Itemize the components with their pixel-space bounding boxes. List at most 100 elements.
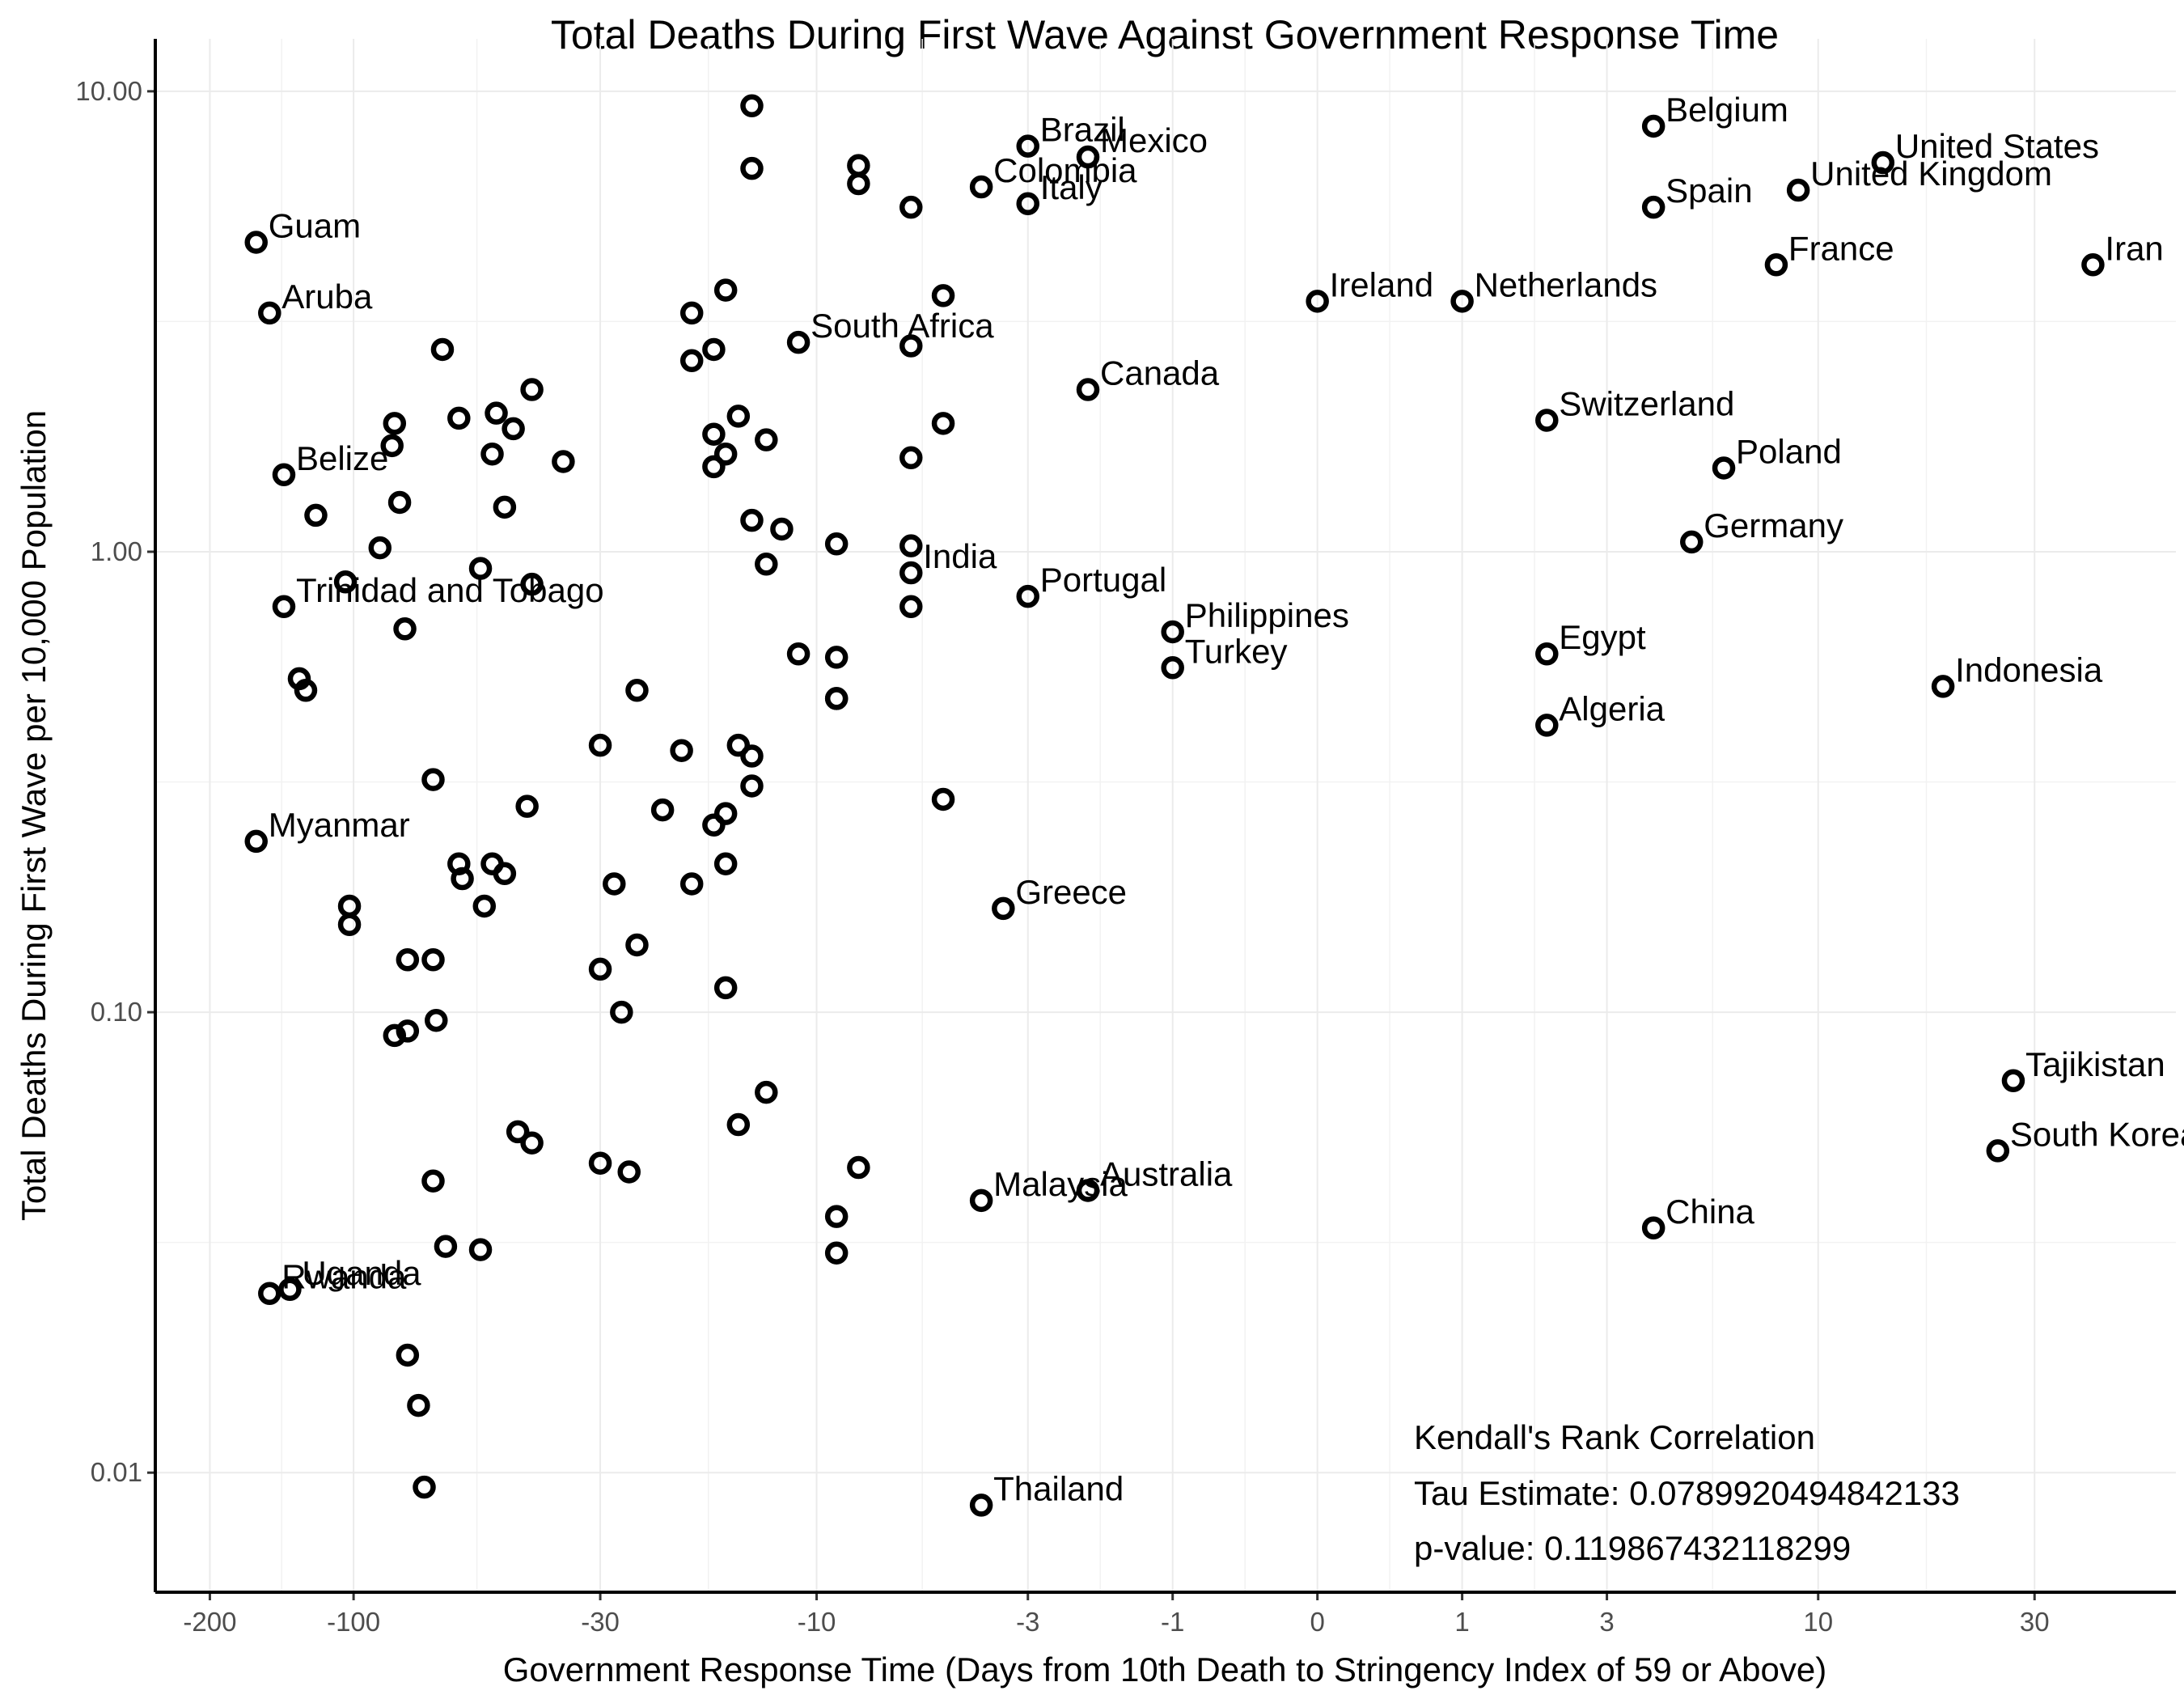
data-point <box>713 976 738 1000</box>
point-label: Guam <box>269 206 361 244</box>
data-point-netherlands <box>1450 290 1474 313</box>
point-label: Egypt <box>1559 618 1646 656</box>
data-point-india <box>899 561 923 585</box>
data-point <box>740 744 764 768</box>
data-point <box>502 417 525 441</box>
data-point <box>824 687 849 710</box>
point-label: Trinidad and Tobago <box>296 571 604 609</box>
data-point <box>824 1241 849 1265</box>
point-label: Netherlands <box>1475 265 1657 303</box>
data-point <box>304 503 328 527</box>
data-point <box>588 957 612 981</box>
point-label: Brazil <box>1040 111 1125 149</box>
data-point <box>740 156 764 180</box>
data-point-belgium <box>1641 114 1666 138</box>
data-point <box>824 532 849 556</box>
point-label: Colombia <box>993 151 1137 189</box>
point-label: South Africa <box>811 307 994 345</box>
data-point <box>520 1131 544 1155</box>
point-label: Philippines <box>1185 596 1349 634</box>
data-point <box>617 1160 641 1184</box>
data-points <box>244 94 2105 1517</box>
data-point-myanmar <box>244 829 268 854</box>
point-label: Germany <box>1704 506 1843 544</box>
data-point <box>337 913 362 937</box>
data-point <box>847 1155 870 1180</box>
data-point <box>679 349 704 373</box>
data-point <box>413 1475 436 1499</box>
data-point <box>425 1008 448 1032</box>
data-point <box>755 1080 778 1104</box>
data-point <box>931 412 955 435</box>
data-point <box>421 948 445 972</box>
data-point-greece <box>992 896 1015 921</box>
point-label: Algeria <box>1559 689 1665 727</box>
data-point-ireland <box>1306 290 1329 313</box>
data-point-spain <box>1641 195 1666 219</box>
point-label: Iran <box>2105 229 2163 267</box>
data-point-thailand <box>969 1494 993 1517</box>
data-point <box>702 813 726 837</box>
data-point-aruba <box>258 301 281 325</box>
point-label: Italy <box>1040 168 1103 206</box>
data-point <box>387 490 412 515</box>
point-label: Belize <box>296 439 388 477</box>
data-point-germany <box>1679 530 1704 554</box>
point-label: India <box>923 537 997 575</box>
data-point <box>755 428 778 451</box>
data-point <box>899 595 923 619</box>
data-point <box>393 617 417 641</box>
data-point <box>625 933 649 957</box>
data-point <box>493 862 517 886</box>
point-label: Tajikistan <box>2025 1045 2165 1083</box>
data-point <box>713 442 738 466</box>
data-point <box>899 446 923 470</box>
data-point <box>931 284 955 307</box>
data-point <box>740 774 764 798</box>
data-point-united-kingdom <box>1786 178 1810 202</box>
data-point <box>679 301 704 325</box>
data-point <box>786 642 811 666</box>
point-label: Portugal <box>1040 561 1166 599</box>
data-point <box>740 508 764 532</box>
data-point-malaysia <box>969 1188 993 1213</box>
data-point <box>625 679 649 702</box>
x-tick-label: -10 <box>798 1607 836 1637</box>
data-point <box>726 733 751 757</box>
point-label: Malaysia <box>993 1165 1128 1203</box>
point-label: Aruba <box>281 278 373 316</box>
point-label: United States <box>1895 127 2099 165</box>
data-point-uganda <box>278 1277 302 1302</box>
data-point-china <box>1641 1216 1666 1240</box>
data-point-turkey <box>1161 656 1184 680</box>
point-label: Rwanda <box>281 1258 407 1296</box>
chart-title: Total Deaths During First Wave Against G… <box>551 12 1779 57</box>
x-tick-label: 0 <box>1310 1607 1324 1637</box>
data-point <box>333 570 358 594</box>
point-label: Spain <box>1666 172 1752 210</box>
data-point-australia <box>1076 1179 1100 1202</box>
point-label: Turkey <box>1185 632 1288 670</box>
x-tick-label: -3 <box>1016 1607 1039 1637</box>
point-label: Ireland <box>1330 265 1433 303</box>
data-point-united-states <box>1871 150 1895 175</box>
data-point-poland <box>1712 456 1736 480</box>
data-point-philippines <box>1161 620 1184 644</box>
data-point-egypt <box>1535 642 1559 666</box>
data-point <box>380 434 404 458</box>
data-point-iran <box>2081 253 2105 277</box>
data-point <box>515 794 539 818</box>
data-point <box>610 1000 633 1024</box>
data-point-south-africa <box>786 330 811 354</box>
data-point <box>447 406 471 430</box>
data-point <box>396 948 420 972</box>
data-point <box>493 495 517 519</box>
data-point-algeria <box>1535 714 1559 737</box>
data-point <box>603 872 626 896</box>
data-point-guam <box>244 231 268 254</box>
grid <box>155 39 2176 1592</box>
data-point <box>434 1235 458 1258</box>
data-point <box>421 1169 445 1193</box>
data-point-canada <box>1076 378 1100 401</box>
